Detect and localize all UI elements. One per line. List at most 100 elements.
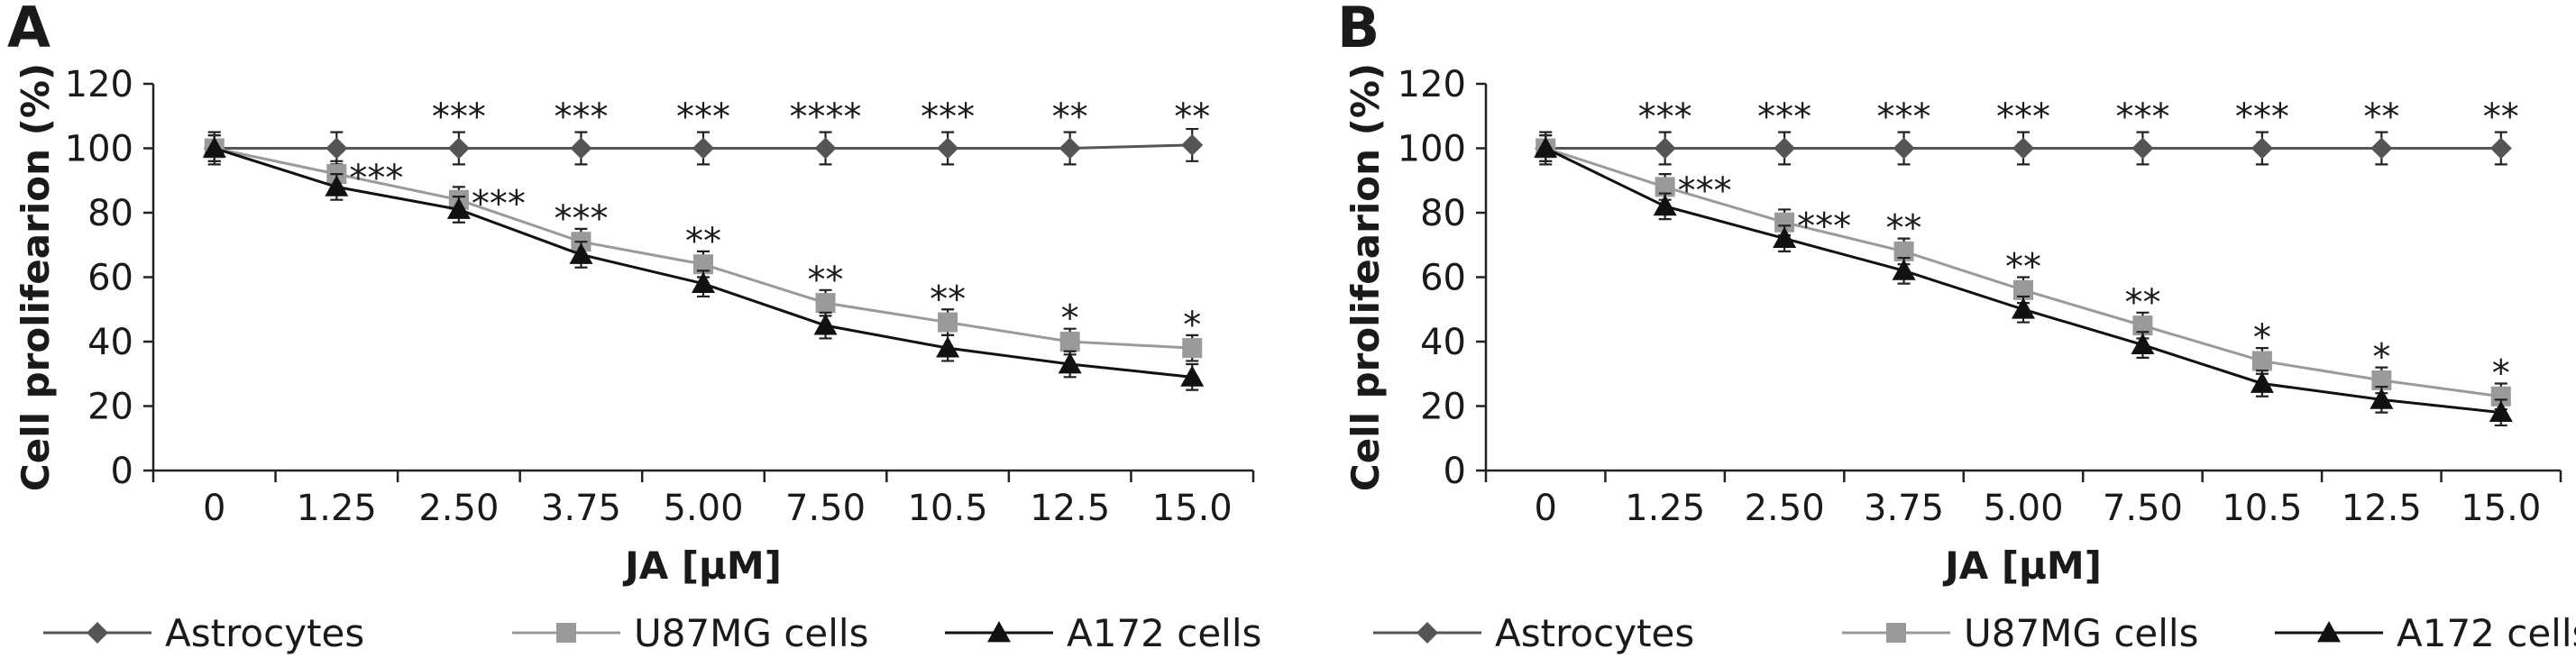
- data-point-astrocytes: [1181, 133, 1204, 156]
- data-point-u87mg: [2251, 351, 2272, 371]
- data-point-a172: [202, 136, 226, 158]
- data-point-u87mg: [2490, 386, 2511, 407]
- legend-key-a172: [2275, 621, 2383, 643]
- data-point-a172: [2489, 400, 2513, 423]
- data-point-u87mg: [1059, 332, 1080, 352]
- significance-mark-u87mg: **: [930, 279, 966, 320]
- legend-label-a172: A172 cells: [1067, 611, 1261, 655]
- legend-marker-astrocytes: [87, 622, 108, 644]
- data-point-astrocytes: [2489, 137, 2512, 160]
- x-tick-label: 5.00: [663, 488, 743, 529]
- y-axis-title: Cell prolifearion (%): [14, 63, 58, 491]
- x-ticks: 0 1.25 2.50 3.75 5.00 7.50 10.5 12.5 15.0: [1484, 471, 2562, 529]
- significance-mark-u87mg: ***: [349, 158, 403, 199]
- x-tick-label: 3.75: [1864, 488, 1944, 529]
- x-tick-label: 10.5: [2222, 488, 2302, 529]
- significance-marks: *************************************: [1638, 96, 2519, 394]
- legend-marker-u87mg: [1886, 623, 1906, 643]
- y-tick-label: 40: [87, 322, 133, 363]
- legend-label-a172: A172 cells: [2397, 611, 2576, 655]
- data-point-a172: [1534, 136, 1558, 158]
- significance-mark-astrocytes: ****: [790, 96, 862, 138]
- y-tick-label: 20: [1420, 387, 1466, 428]
- data-point-astrocytes: [2251, 137, 2273, 160]
- data-point-u87mg: [693, 254, 713, 275]
- x-tick-label: 7.50: [2103, 488, 2183, 529]
- data-point-a172: [2370, 388, 2394, 409]
- data-point-u87mg: [815, 293, 836, 314]
- significance-mark-astrocytes: ***: [2115, 96, 2169, 138]
- data-point-a172: [2131, 333, 2155, 354]
- significance-mark-astrocytes: ***: [921, 96, 975, 138]
- data-point-astrocytes: [2370, 137, 2393, 160]
- legend-label-astrocytes: Astrocytes: [1495, 611, 1694, 655]
- y-tick-label: 40: [1420, 322, 1466, 363]
- x-axis-title: JA [µM]: [622, 544, 782, 588]
- x-tick-label: 15.0: [1152, 488, 1233, 529]
- significance-mark-astrocytes: **: [2363, 96, 2399, 138]
- significance-mark-astrocytes: **: [1052, 96, 1088, 138]
- data-point-astrocytes: [2012, 137, 2034, 160]
- significance-mark-u87mg: ***: [1797, 206, 1851, 247]
- x-tick-label: 5.00: [1983, 488, 2063, 529]
- x-tick-label: 0: [203, 488, 225, 529]
- data-point-a172: [1653, 194, 1677, 216]
- significance-mark-u87mg: *: [1061, 298, 1079, 340]
- legend-key-u87mg: [512, 623, 620, 643]
- legend-item-u87mg: U87MG cells: [1842, 611, 2198, 655]
- data-point-a172: [325, 175, 349, 196]
- significance-mark-astrocytes: ***: [2235, 96, 2289, 138]
- data-point-astrocytes: [1774, 137, 1796, 160]
- legend-item-astrocytes: Astrocytes: [43, 611, 364, 655]
- significance-mark-astrocytes: ***: [432, 96, 486, 138]
- data-point-astrocytes: [325, 137, 348, 160]
- plot-series: [202, 127, 1205, 391]
- legend-marker-a172: [2317, 621, 2341, 643]
- legend-marker-astrocytes: [1416, 622, 1438, 644]
- x-tick-label: 15.0: [2461, 488, 2541, 529]
- y-tick-label: 20: [87, 387, 133, 428]
- y-tick-label: 80: [87, 193, 133, 234]
- significance-mark-u87mg: **: [2005, 247, 2041, 288]
- legend-label-astrocytes: Astrocytes: [165, 611, 364, 655]
- y-tick-label: 100: [65, 129, 133, 170]
- significance-mark-astrocytes: ***: [1996, 96, 2050, 138]
- y-tick-label: 0: [1444, 451, 1466, 492]
- data-point-a172: [813, 314, 838, 335]
- data-point-astrocytes: [1893, 137, 1915, 160]
- data-point-a172: [569, 242, 593, 264]
- y-tick-label: 120: [65, 64, 133, 105]
- legend-item-a172: A172 cells: [945, 611, 1261, 655]
- y-ticks: 0 20 40 60 80 100 120: [1398, 64, 1486, 492]
- significance-mark-astrocytes: ***: [676, 96, 730, 138]
- x-tick-label: 0: [1534, 488, 1556, 529]
- data-point-a172: [692, 271, 715, 294]
- significance-mark-u87mg: ***: [554, 198, 608, 240]
- y-ticks: 0 20 40 60 80 100 120: [65, 64, 153, 492]
- y-tick-label: 60: [1420, 258, 1466, 299]
- y-tick-label: 80: [1420, 193, 1466, 234]
- panel-label: B: [1337, 0, 1380, 60]
- panel-b: B Cell prolifearion (%) JA [µM] 0 20 40 60 8…: [1337, 0, 2576, 655]
- data-point-a172: [1058, 352, 1082, 374]
- legend-key-a172: [945, 621, 1053, 643]
- x-tick-label: 10.5: [908, 488, 988, 529]
- x-tick-label: 1.25: [297, 488, 377, 529]
- data-point-u87mg: [1655, 177, 1675, 197]
- panel-a: A Cell prolifearion (%) JA [µM] 0 20 40 60 8…: [7, 0, 1261, 655]
- data-point-astrocytes: [937, 137, 959, 160]
- significance-mark-astrocytes: ***: [554, 96, 608, 138]
- legend-key-astrocytes: [1373, 622, 1481, 644]
- significance-mark-astrocytes: **: [2483, 96, 2519, 138]
- significance-mark-astrocytes: **: [1174, 96, 1210, 138]
- data-point-u87mg: [2013, 279, 2033, 300]
- legend: Astrocytes U87MG cells A172 cells: [1373, 611, 2576, 655]
- x-tick-label: 2.50: [418, 488, 499, 529]
- legend: Astrocytes U87MG cells A172 cells: [43, 611, 1261, 655]
- significance-mark-u87mg: ***: [1678, 170, 1732, 212]
- data-point-astrocytes: [570, 137, 592, 160]
- data-point-a172: [2012, 297, 2035, 319]
- data-point-a172: [1180, 365, 1205, 387]
- legend-label-u87mg: U87MG cells: [634, 611, 868, 655]
